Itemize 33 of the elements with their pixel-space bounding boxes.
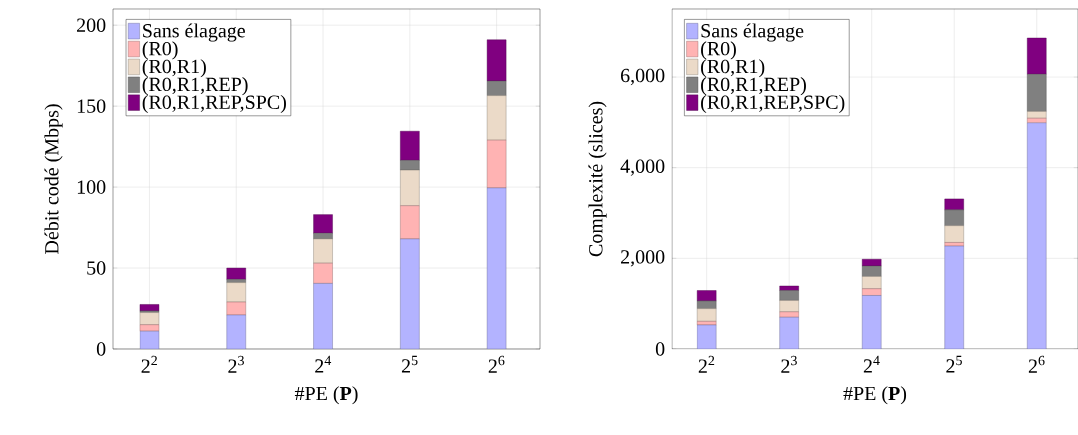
x-tick-label: 2$^{5}$ [401, 355, 418, 373]
legend-label: (R0,R1) [142, 59, 206, 78]
legend-label: (R0,R1,REP) [701, 77, 806, 96]
y-tick-label: 0 [655, 342, 665, 356]
legend-label: (R0) [142, 41, 178, 60]
x-axis-title: #PE (P) [843, 386, 907, 405]
x-tick-label: 2$^{6}$ [1028, 355, 1045, 373]
legend-label: (R0,R1,REP) [142, 77, 248, 96]
y-tick-label: 200 [77, 18, 106, 32]
legend-label: (R0) [701, 41, 736, 60]
x-tick-label: 2$^{4}$ [863, 355, 880, 373]
x-tick-label: 2$^{6}$ [488, 355, 505, 373]
legend-label: (R0,R1) [701, 59, 765, 78]
y-tick-label: 6,000 [621, 68, 665, 86]
y-tick-label: 2,000 [621, 250, 665, 267]
y-tick-label: 100 [77, 180, 106, 194]
y-tick-label: 4,000 [620, 159, 665, 176]
x-tick-label: 2$^{5}$ [946, 355, 962, 373]
y-tick-label: 0 [96, 342, 106, 356]
x-axis-title: #PE (P) [294, 386, 358, 405]
x-tick-label: 2$^{2}$ [141, 355, 157, 373]
y-axis-title: Débit codé (Mbps) [44, 104, 63, 254]
y-tick-label: 150 [77, 99, 106, 113]
y-tick-label: 50 [87, 261, 106, 275]
x-tick-label: 2$^{4}$ [315, 355, 332, 373]
x-tick-label: 2$^{3}$ [781, 355, 797, 373]
y-axis-title: Complexité (slices) [588, 101, 607, 257]
legend-label: Sans élagage [701, 23, 804, 42]
x-tick-label: 2$^{3}$ [228, 355, 244, 373]
legend-label: (R0,R1,REP,SPC) [142, 94, 286, 114]
x-tick-label: 2$^{2}$ [698, 355, 715, 373]
legend-label: Sans élagage [143, 23, 245, 42]
legend-label: (R0,R1,REP,SPC) [701, 94, 845, 114]
